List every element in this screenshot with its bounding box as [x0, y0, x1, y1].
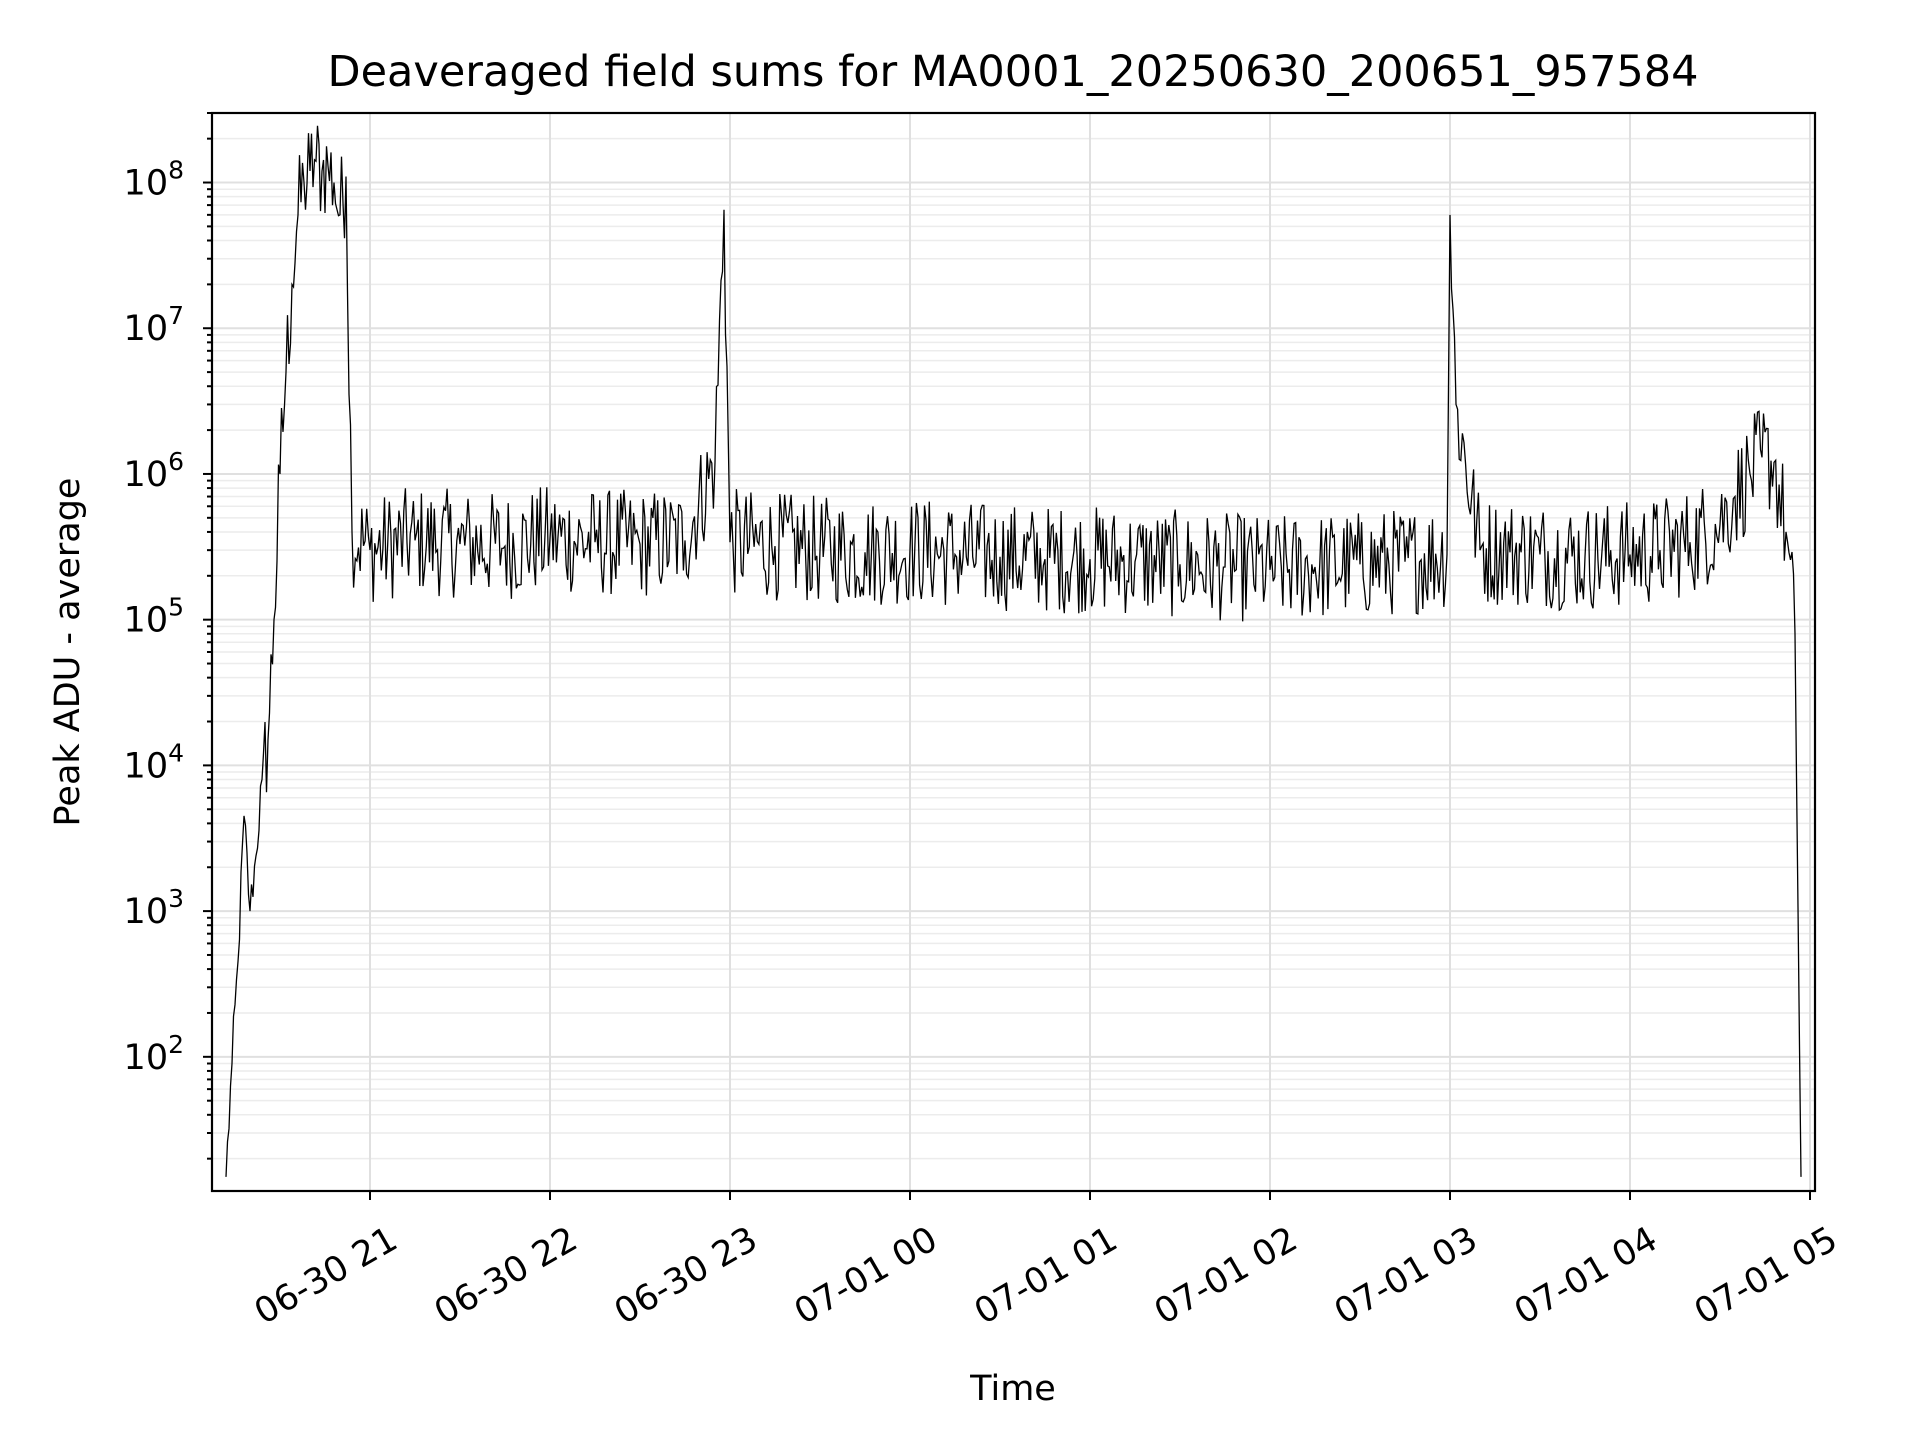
grid — [212, 112, 1815, 1191]
x-tick-label: 07-01 02 — [1148, 1219, 1304, 1332]
x-tick-label: 06-30 23 — [608, 1219, 764, 1332]
series-layer — [225, 125, 1802, 1177]
x-tick-label: 07-01 05 — [1688, 1219, 1844, 1332]
ticks: 102 103 104 105 106 107 108 06-30 21 06-30 22 06-… — [124, 112, 1844, 1333]
y-tick-label: 102 — [124, 1030, 184, 1078]
y-axis-label: Peak ADU - average — [48, 478, 88, 827]
y-tick-label: 108 — [124, 156, 184, 204]
x-tick-label: 07-01 04 — [1508, 1219, 1664, 1332]
x-tick-label: 07-01 00 — [788, 1219, 944, 1332]
x-axis-label: Time — [969, 1369, 1056, 1409]
y-tick-label: 103 — [124, 884, 184, 932]
y-tick-label: 104 — [124, 738, 184, 786]
chart-title: Deaveraged field sums for MA0001_2025063… — [327, 47, 1698, 97]
x-tick-label: 06-30 21 — [248, 1219, 404, 1332]
y-tick-label: 106 — [124, 447, 184, 495]
x-tick-label: 07-01 01 — [968, 1219, 1124, 1332]
x-tick-label: 07-01 03 — [1328, 1219, 1484, 1332]
x-tick-label: 06-30 22 — [428, 1219, 584, 1332]
y-tick-label: 105 — [124, 593, 184, 641]
series-line — [225, 125, 1802, 1177]
y-tick-label: 107 — [124, 301, 184, 349]
